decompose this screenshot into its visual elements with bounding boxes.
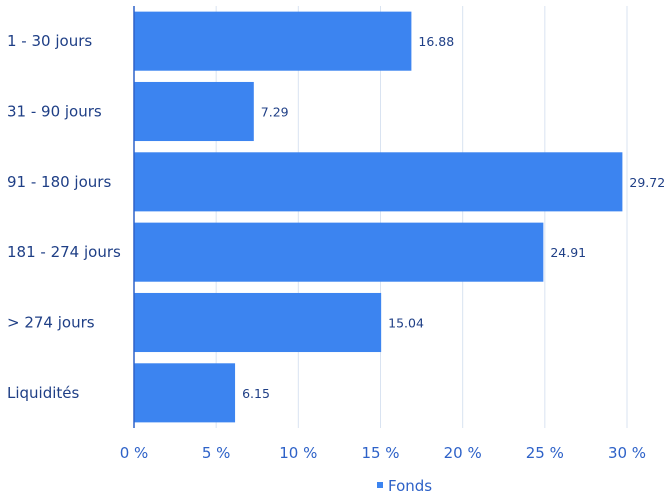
legend: Fonds xyxy=(377,477,432,495)
bar xyxy=(134,363,236,423)
x-tick-label: 30 % xyxy=(608,444,646,462)
bar xyxy=(134,292,382,353)
x-tick-label: 5 % xyxy=(202,444,231,462)
legend-label-fonds: Fonds xyxy=(388,477,432,495)
category-label: 31 - 90 jours xyxy=(7,103,102,121)
bar xyxy=(134,152,623,212)
data-label: 6.15 xyxy=(242,386,270,401)
category-label: > 274 jours xyxy=(7,314,95,332)
data-label: 24.91 xyxy=(550,245,586,260)
category-label: 91 - 180 jours xyxy=(7,173,111,191)
data-label: 16.88 xyxy=(418,34,454,49)
bar xyxy=(134,222,544,282)
data-label: 7.29 xyxy=(261,105,289,120)
bar xyxy=(134,81,254,142)
x-tick-label: 10 % xyxy=(279,444,317,462)
bar xyxy=(134,11,412,71)
x-tick-label: 25 % xyxy=(526,444,564,462)
labels: 0 % 5 % 10 % 15 % 20 % 25 % 30 % 1 - 30 jours 16… xyxy=(7,32,665,462)
category-label: 181 - 274 jours xyxy=(7,243,121,261)
legend-swatch-fonds xyxy=(377,482,383,488)
category-label: 1 - 30 jours xyxy=(7,32,92,50)
gridlines xyxy=(215,6,628,428)
data-label: 29.72 xyxy=(629,175,665,190)
x-tick-label: 0 % xyxy=(120,444,149,462)
x-tick-label: 15 % xyxy=(361,444,399,462)
bars xyxy=(134,11,623,423)
category-label: Liquidités xyxy=(7,384,80,402)
data-label: 15.04 xyxy=(388,316,424,331)
x-tick-label: 20 % xyxy=(444,444,482,462)
